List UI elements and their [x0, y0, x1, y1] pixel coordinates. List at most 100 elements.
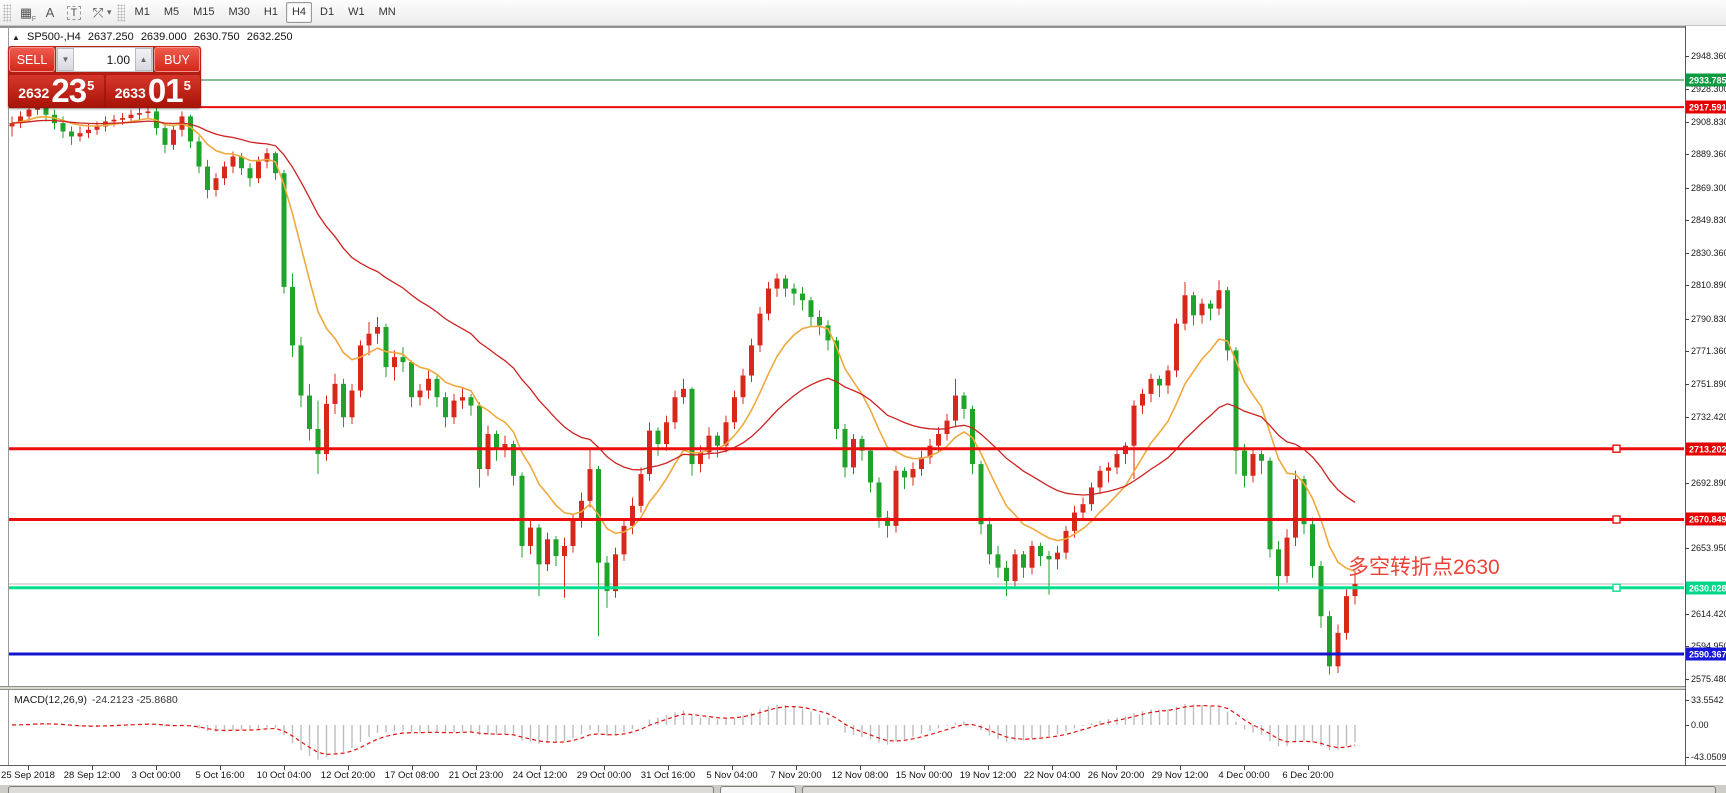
candle [358, 345, 363, 391]
time-axis[interactable]: 25 Sep 2018 28 Sep 12:00 3 Oct 00:00 5 Oct … [0, 765, 1726, 785]
candle [910, 469, 916, 478]
tf-button-h4[interactable]: H4 [285, 2, 313, 23]
macd-indicator-label: MACD(12,26,9) -24.2123 -25.8680 [14, 694, 178, 706]
chart-left-border [8, 26, 9, 765]
candle [902, 470, 907, 478]
candle [324, 403, 329, 455]
candle [162, 128, 168, 145]
candle [434, 378, 440, 398]
buy-button[interactable]: BUY [154, 47, 200, 72]
candle [528, 527, 533, 546]
time-tick-mark [92, 766, 93, 770]
macd-tick-mark [1685, 757, 1689, 758]
chart-tab[interactable] [802, 786, 1716, 793]
candle [834, 340, 839, 429]
candle [1012, 554, 1018, 582]
candle [341, 383, 346, 418]
price-tick-label: 2771.360 [1691, 346, 1726, 356]
time-tick-mark [668, 766, 669, 770]
sell-button[interactable]: SELL [9, 47, 55, 72]
price-tick-label: 2732.420 [1691, 412, 1726, 422]
volume-input[interactable] [74, 48, 135, 71]
timeframe-group: M1 M5 M15 M30 H1 H4 D1 W1 MN [128, 2, 403, 23]
price-tick-mark [1685, 548, 1689, 549]
tf-button-w1[interactable]: W1 [348, 6, 365, 18]
candle [485, 433, 491, 470]
candle [1097, 470, 1103, 488]
object-arrows-icon[interactable]: ⤱ [92, 4, 104, 20]
sell-price[interactable]: 2632 23 5 [9, 72, 104, 109]
collapse-marker-icon[interactable]: ▲ [12, 33, 20, 42]
time-tick-mark [1116, 766, 1117, 770]
price-tick-label: 2830.360 [1691, 248, 1726, 258]
volume-increase-icon[interactable]: ▲ [135, 48, 152, 71]
time-tick-label: 17 Oct 08:00 [384, 770, 440, 781]
ohlc-low: 2630.750 [193, 31, 240, 43]
candle [1352, 583, 1358, 597]
candle [1165, 370, 1171, 386]
tf-button-m5[interactable]: M5 [163, 6, 180, 18]
price-tick-label: 2889.360 [1691, 149, 1726, 159]
text-a-icon[interactable]: A [45, 5, 55, 20]
candle [1318, 566, 1324, 617]
candle [1191, 295, 1196, 316]
tf-button-m15[interactable]: M15 [193, 6, 215, 18]
candle [443, 397, 448, 418]
grid-f-icon[interactable]: ▦ F [19, 4, 36, 23]
macd-tick-label: 0.00 [1691, 720, 1709, 730]
objects-dropdown-caret-icon[interactable]: ▾ [107, 7, 112, 17]
candle [196, 141, 202, 167]
volume-decrease-icon[interactable]: ▼ [57, 48, 74, 71]
sell-price-big: 23 [51, 72, 87, 109]
panel-splitter[interactable] [0, 686, 1726, 690]
time-tick-mark [28, 766, 29, 770]
candle [732, 397, 737, 423]
tf-button-h1[interactable]: H1 [263, 6, 278, 18]
candle [1038, 545, 1043, 556]
chart-tab[interactable] [8, 786, 714, 793]
macd-tick-label: 33.5542 [1691, 695, 1724, 705]
candle [587, 469, 593, 501]
chart-tab-active[interactable] [720, 786, 796, 793]
candle [298, 345, 304, 396]
candle [621, 525, 627, 555]
price-tick-mark [1685, 483, 1689, 484]
buy-price-small: 2633 [114, 85, 146, 101]
candle [366, 333, 372, 346]
price-tick-mark [1685, 89, 1689, 90]
time-tick-label: 12 Oct 20:00 [320, 770, 376, 781]
candle [409, 362, 414, 398]
toolbar-gripper[interactable] [3, 3, 11, 22]
main-chart-canvas[interactable] [8, 26, 1685, 686]
candle [77, 133, 83, 137]
candle [519, 475, 525, 546]
price-axis[interactable]: 2948.360 2928.300 2908.830 2889.360 2869.300… [1685, 26, 1726, 765]
buy-price-sup: 5 [183, 78, 191, 93]
candle [545, 539, 550, 565]
time-tick-mark [220, 766, 221, 770]
time-tick-label: 19 Nov 12:00 [959, 770, 1017, 781]
candle [1174, 323, 1179, 371]
price-tick-label: 2575.480 [1691, 674, 1726, 684]
time-tick-label: 15 Nov 00:00 [895, 770, 953, 781]
text-box-icon[interactable]: T [62, 3, 86, 23]
tf-button-mn[interactable]: MN [378, 6, 396, 18]
tf-button-d1[interactable]: D1 [320, 6, 335, 18]
buy-price[interactable]: 2633 01 5 [105, 74, 200, 107]
tf-button-m30[interactable]: M30 [228, 6, 250, 18]
tf-button-m1[interactable]: M1 [134, 6, 150, 18]
candle [52, 114, 57, 124]
price-tick-label: 2948.360 [1691, 51, 1726, 61]
candle [1021, 554, 1026, 568]
price-tick-label: 2653.950 [1691, 543, 1726, 553]
hline-handle [1612, 515, 1621, 524]
candle [936, 433, 941, 446]
candle [417, 390, 423, 398]
ohlc-open: 2637.250 [87, 31, 134, 43]
candle [26, 109, 32, 117]
toolbar-gripper[interactable] [116, 3, 125, 22]
price-tick-label: 2614.420 [1691, 609, 1726, 619]
macd-canvas[interactable] [8, 690, 1685, 765]
candle [1114, 454, 1120, 468]
price-tick-mark [1685, 154, 1689, 155]
